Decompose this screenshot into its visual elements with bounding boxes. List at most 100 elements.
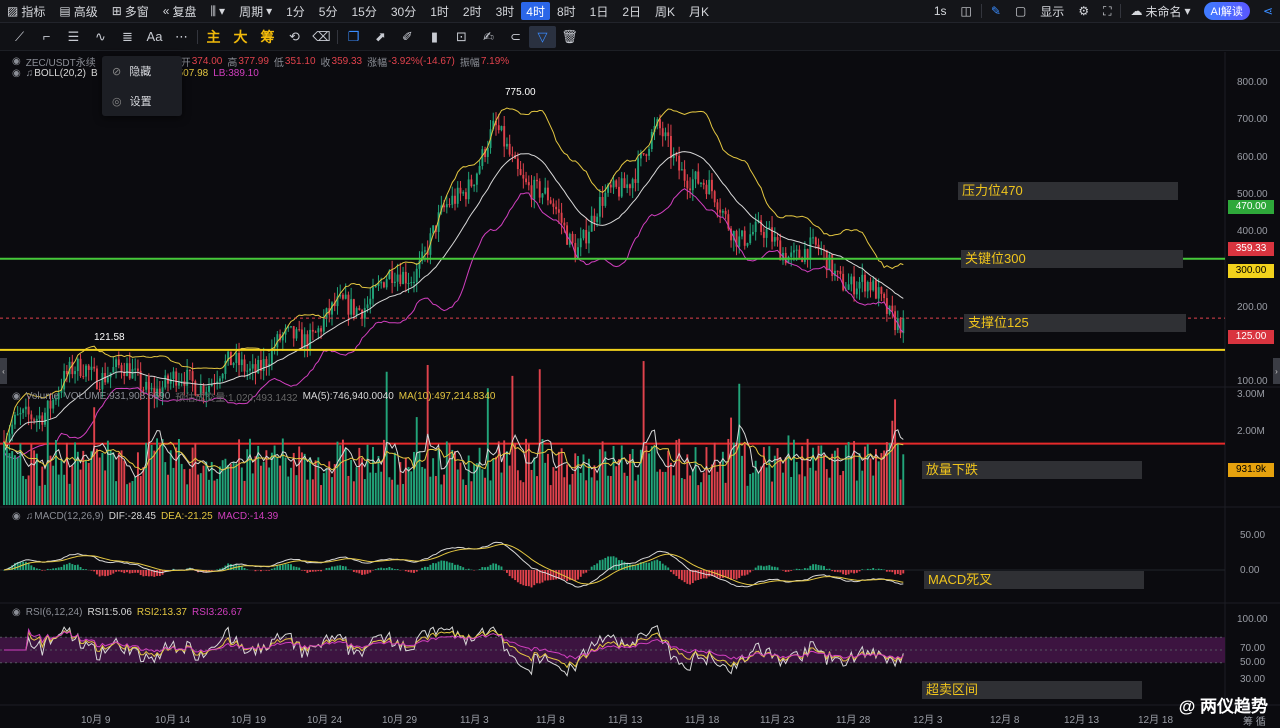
macd-annotation[interactable]: MACD死叉 (924, 571, 1144, 589)
volume-bar (263, 462, 265, 505)
candle-body (345, 295, 347, 299)
fib-tool-icon[interactable]: ≣ (114, 26, 141, 48)
period-15m[interactable]: 15分 (344, 0, 383, 22)
square-icon[interactable]: ▢ (1008, 0, 1033, 22)
period-8h[interactable]: 8时 (550, 0, 583, 22)
interval-1s[interactable]: 1s (927, 0, 954, 22)
period-1m[interactable]: 1分 (279, 0, 312, 22)
period-4h[interactable]: 4时 (521, 2, 550, 20)
more-tools-icon[interactable]: ⋯ (168, 26, 195, 48)
eraser-icon[interactable]: ⌫ (308, 26, 335, 48)
macd-histogram-bar (301, 570, 303, 571)
candle-body (544, 188, 546, 194)
share-icon[interactable]: ⋖ (1256, 0, 1280, 22)
settings-icon[interactable]: ⚙ (1071, 0, 1096, 22)
hline-tool-icon[interactable]: ☰ (60, 26, 87, 48)
settings-menu-item[interactable]: ◎设置 (102, 86, 182, 116)
candle-body (864, 275, 866, 292)
volume-bar (634, 481, 636, 505)
candle-body (613, 180, 615, 187)
rsi-annotation[interactable]: 超卖区间 (922, 681, 1142, 699)
ai-interpret-button[interactable]: AI解读 (1204, 2, 1250, 20)
collapse-right-icon[interactable]: › (1273, 358, 1280, 384)
sync-icon[interactable]: ⟲ (281, 26, 308, 48)
volume-bar (323, 473, 325, 505)
macd-histogram-bar (539, 570, 541, 583)
display-button[interactable]: 显示 (1033, 0, 1071, 22)
trendline-tool-icon[interactable]: ⟋ (6, 26, 33, 48)
collapse-left-icon[interactable]: ‹ (0, 358, 7, 384)
text-tool[interactable]: Aa (141, 26, 168, 48)
price-tag-current: 359.33 (1228, 242, 1274, 256)
magnet-icon[interactable]: ⊂ (502, 26, 529, 48)
volume-annotation[interactable]: 放量下跌 (922, 461, 1142, 479)
chart-type-button[interactable]: ⫼▾ (204, 0, 233, 22)
grid-icon: ⊞ (112, 4, 122, 18)
price-axis-tick: 500.00 (1237, 189, 1268, 200)
eye-icon[interactable]: ◉ (12, 56, 21, 67)
fullscreen-icon[interactable]: ⛶ (1096, 0, 1118, 22)
eye-icon[interactable]: ◉ (12, 511, 21, 522)
period-dropdown[interactable]: 周期▾ (232, 0, 279, 22)
volume-bar (126, 484, 128, 505)
eye-icon[interactable]: ◉ (12, 607, 21, 618)
candle-body (550, 200, 552, 203)
macd-histogram-bar (424, 567, 426, 570)
copy-icon[interactable]: ❐ (340, 26, 367, 48)
candles-icon[interactable]: ▮ (421, 26, 448, 48)
alarm-icon[interactable]: ♫ (26, 511, 34, 522)
alarm-icon[interactable]: ♫ (26, 68, 34, 79)
period-2d[interactable]: 2日 (615, 0, 648, 22)
macd-histogram-bar (651, 561, 653, 570)
macd-histogram-bar (848, 570, 850, 574)
ruler-icon[interactable]: ⬈ (367, 26, 394, 48)
candle-body (779, 240, 781, 260)
replay-button[interactable]: «复盘 (156, 0, 204, 22)
period-month[interactable]: 月K (682, 0, 716, 22)
macd-histogram-bar (443, 561, 445, 570)
resistance-annotation[interactable]: 压力位470 (958, 182, 1178, 200)
period-week[interactable]: 周K (648, 0, 682, 22)
indicator-button[interactable]: ▨指标 (0, 0, 52, 22)
brush-icon[interactable]: ✐ (394, 26, 421, 48)
large-order-button[interactable]: 大 (227, 26, 254, 48)
volume-bar (574, 453, 576, 505)
advanced-button[interactable]: ▤高级 (52, 0, 104, 22)
wave-tool-icon[interactable]: ∿ (87, 26, 114, 48)
multi-window-button[interactable]: ⊞多窗 (105, 0, 156, 22)
period-1d[interactable]: 1日 (583, 0, 616, 22)
macd-histogram-bar (462, 567, 464, 570)
chip-button[interactable]: 筹 (254, 26, 281, 48)
period-3h[interactable]: 3时 (489, 0, 522, 22)
candle-body (468, 179, 470, 199)
eye-icon[interactable]: ◉ (12, 391, 21, 402)
pen-icon[interactable]: ✎ (984, 0, 1008, 22)
key-level-annotation[interactable]: 关键位300 (961, 250, 1183, 268)
period-30m[interactable]: 30分 (384, 0, 423, 22)
volume-bar (421, 467, 423, 505)
camera-icon[interactable]: ◫ (954, 0, 979, 22)
main-force-button[interactable]: 主 (200, 26, 227, 48)
macd-histogram-bar (654, 560, 656, 570)
volume-bar (900, 480, 902, 505)
edit-icon[interactable]: ✍ (475, 26, 502, 48)
period-1h[interactable]: 1时 (423, 0, 456, 22)
lock-icon[interactable]: ⊡ (448, 26, 475, 48)
period-2h[interactable]: 2时 (456, 0, 489, 22)
candle-body (410, 282, 412, 283)
support-annotation[interactable]: 支撑位125 (964, 314, 1186, 332)
macd-histogram-bar (544, 570, 546, 581)
volume-bar (337, 442, 339, 505)
period-5m[interactable]: 5分 (312, 0, 345, 22)
candle-body (11, 425, 13, 434)
cloud-save-button[interactable]: ☁未命名▾ (1123, 0, 1197, 22)
hide-menu-item[interactable]: ⊘隐藏 (102, 56, 182, 86)
eye-icon[interactable]: ◉ (12, 68, 21, 79)
volume-bar (790, 477, 792, 505)
macd-histogram-bar (339, 565, 341, 570)
volume-bar (298, 446, 300, 505)
cursor-tool-icon[interactable]: ⌐ (33, 26, 60, 48)
filter-icon[interactable]: ▽ (529, 26, 556, 48)
candle-body (312, 330, 314, 332)
trash-icon[interactable]: 🗑 (556, 26, 583, 48)
